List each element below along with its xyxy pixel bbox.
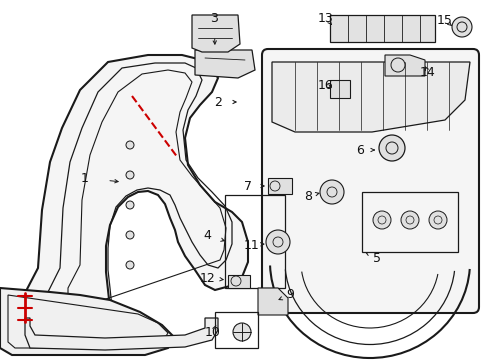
- Text: 10: 10: [205, 325, 221, 338]
- Polygon shape: [0, 288, 175, 355]
- Text: 9: 9: [286, 288, 294, 302]
- Polygon shape: [385, 55, 425, 76]
- Circle shape: [452, 17, 472, 37]
- Polygon shape: [330, 15, 435, 42]
- Circle shape: [126, 141, 134, 149]
- Circle shape: [233, 323, 251, 341]
- Polygon shape: [330, 80, 350, 98]
- Polygon shape: [25, 55, 248, 318]
- Polygon shape: [195, 50, 255, 78]
- Text: 8: 8: [304, 189, 312, 202]
- Circle shape: [429, 211, 447, 229]
- Text: 1: 1: [81, 171, 89, 185]
- Polygon shape: [272, 62, 470, 132]
- Text: 16: 16: [318, 78, 334, 91]
- Text: 5: 5: [373, 252, 381, 265]
- Polygon shape: [228, 275, 250, 288]
- Circle shape: [379, 135, 405, 161]
- Polygon shape: [268, 178, 292, 194]
- Text: 14: 14: [420, 66, 436, 78]
- Text: 3: 3: [210, 12, 218, 24]
- Text: 6: 6: [356, 144, 364, 157]
- Circle shape: [320, 180, 344, 204]
- Text: 11: 11: [244, 239, 260, 252]
- Circle shape: [126, 261, 134, 269]
- Text: 2: 2: [214, 95, 222, 108]
- Text: 12: 12: [200, 271, 216, 284]
- Text: 4: 4: [203, 229, 211, 242]
- Circle shape: [126, 171, 134, 179]
- Text: 13: 13: [318, 12, 334, 24]
- Circle shape: [401, 211, 419, 229]
- Text: 15: 15: [437, 14, 453, 27]
- Circle shape: [373, 211, 391, 229]
- Circle shape: [126, 201, 134, 209]
- FancyBboxPatch shape: [262, 49, 479, 313]
- Polygon shape: [258, 288, 288, 315]
- Polygon shape: [192, 15, 240, 52]
- Circle shape: [126, 231, 134, 239]
- Polygon shape: [25, 318, 218, 350]
- Circle shape: [266, 230, 290, 254]
- Text: 7: 7: [244, 180, 252, 193]
